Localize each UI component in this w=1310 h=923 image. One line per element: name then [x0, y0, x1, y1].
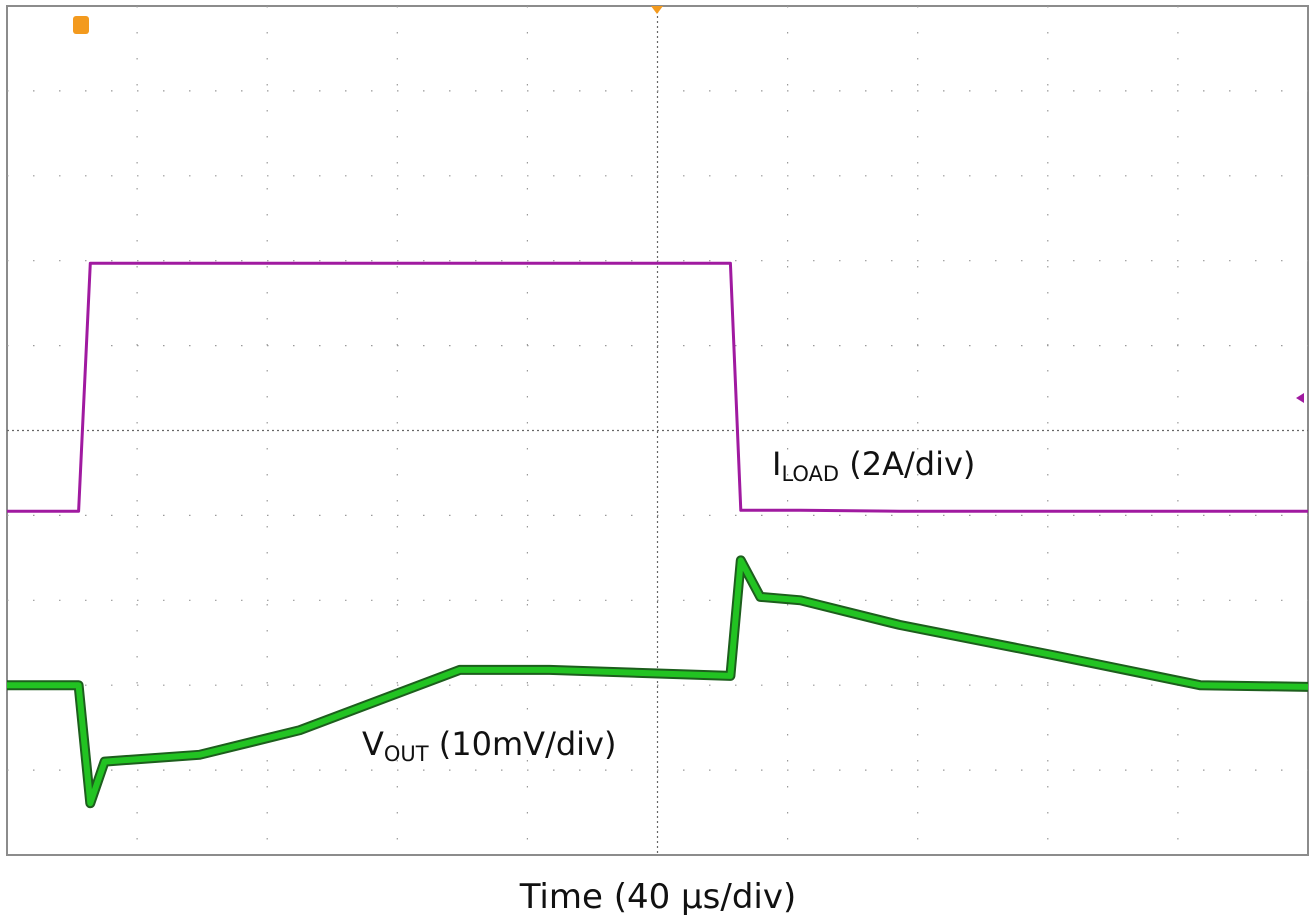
- trigger-icon: [73, 16, 89, 34]
- label-unit: (2A/div): [839, 445, 975, 483]
- trigger-position: [651, 6, 663, 14]
- trace-label: ILOAD (2A/div): [772, 445, 975, 486]
- label-subscript: LOAD: [781, 462, 839, 486]
- trace-label: VOUT (10mV/div): [362, 725, 616, 766]
- channel-marker: [1296, 393, 1304, 403]
- label-main: I: [772, 445, 781, 483]
- traces: [7, 261, 1309, 809]
- grid: [7, 6, 1308, 855]
- label-subscript: OUT: [384, 742, 429, 766]
- label-unit: (10mV/div): [429, 725, 617, 763]
- trace: [7, 557, 1309, 807]
- x-axis-label: Time (40 µs/div): [519, 877, 797, 917]
- label-main: V: [362, 725, 384, 763]
- trace: [7, 261, 1308, 513]
